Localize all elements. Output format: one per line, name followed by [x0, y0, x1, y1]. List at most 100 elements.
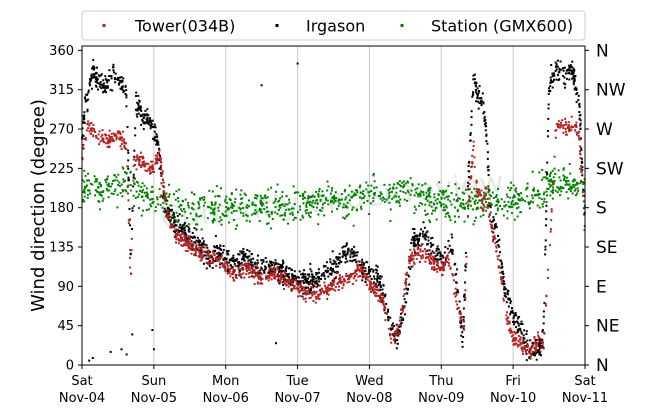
data-point: [574, 184, 577, 186]
data-point: [476, 94, 479, 97]
data-point: [215, 258, 218, 261]
data-point: [113, 134, 116, 137]
data-point: [99, 191, 101, 194]
data-point: [307, 280, 310, 283]
data-point: [456, 289, 459, 292]
data-point: [448, 216, 451, 219]
data-point: [170, 223, 173, 226]
data-point: [446, 247, 449, 250]
data-point: [479, 215, 482, 218]
data-point: [516, 328, 519, 331]
data-point: [243, 254, 245, 257]
data-point: [451, 251, 453, 254]
data-point: [372, 192, 375, 195]
data-point: [482, 214, 485, 217]
data-point: [226, 208, 229, 211]
data-point: [425, 192, 428, 195]
data-point: [517, 206, 520, 209]
data-point: [511, 199, 514, 202]
data-point: [542, 346, 545, 349]
data-point: [152, 171, 155, 173]
data-point: [252, 257, 255, 260]
data-point: [158, 167, 161, 170]
data-point: [305, 281, 308, 284]
data-point: [538, 206, 541, 209]
data-point: [404, 273, 407, 276]
data-point: [146, 193, 149, 196]
data-point: [168, 193, 171, 196]
data-point: [495, 213, 498, 215]
data-point: [354, 270, 357, 273]
data-point: [437, 248, 440, 251]
data-point: [245, 214, 248, 216]
data-point: [193, 254, 196, 256]
data-point: [558, 78, 561, 81]
data-point: [88, 359, 91, 362]
data-point: [453, 263, 456, 266]
data-point: [575, 194, 577, 197]
data-point: [189, 246, 192, 249]
data-point: [381, 199, 384, 202]
data-point: [254, 275, 257, 278]
data-point: [267, 188, 270, 191]
data-point: [517, 198, 520, 200]
data-point: [496, 255, 499, 258]
data-point: [215, 256, 217, 259]
data-point: [151, 119, 154, 122]
data-point: [369, 202, 372, 205]
data-point: [298, 270, 301, 273]
data-point: [101, 133, 104, 136]
data-point: [117, 184, 120, 186]
data-point: [396, 342, 399, 345]
data-point: [489, 202, 492, 205]
data-point: [346, 253, 349, 256]
data-point: [232, 276, 234, 279]
data-point: [413, 212, 416, 215]
data-point: [238, 269, 241, 272]
data-point: [471, 197, 474, 200]
data-point: [462, 336, 465, 338]
data-point: [117, 137, 120, 140]
data-point: [376, 265, 379, 268]
data-point: [480, 97, 483, 100]
data-point: [197, 255, 200, 258]
data-point: [491, 191, 494, 194]
data-point: [168, 207, 170, 210]
data-point: [429, 242, 432, 244]
data-point: [318, 284, 321, 287]
data-point: [485, 187, 488, 190]
data-point: [344, 261, 347, 264]
data-point: [482, 191, 485, 194]
data-point: [506, 289, 509, 292]
data-point: [503, 205, 506, 208]
data-point: [279, 214, 282, 217]
data-point: [411, 251, 414, 254]
data-point: [189, 248, 192, 251]
data-point: [284, 211, 286, 214]
data-point: [398, 319, 401, 322]
data-point: [225, 250, 228, 253]
data-point: [243, 192, 246, 195]
data-point: [301, 214, 304, 217]
data-point: [478, 102, 481, 104]
data-point: [200, 247, 203, 250]
data-point: [473, 165, 476, 168]
data-point: [389, 337, 392, 340]
data-point: [287, 267, 290, 270]
data-point: [212, 212, 215, 215]
data-point: [568, 130, 571, 133]
data-point: [447, 258, 450, 261]
data-point: [540, 354, 542, 357]
data-point: [176, 229, 179, 232]
data-point: [578, 105, 581, 108]
data-point: [483, 205, 486, 208]
data-point: [490, 230, 493, 233]
plot-frame: [81, 45, 586, 366]
data-point: [100, 73, 103, 76]
data-point: [306, 279, 308, 282]
data-point: [218, 220, 221, 223]
data-point: [417, 193, 419, 196]
data-point: [317, 213, 320, 216]
data-point: [210, 201, 213, 204]
